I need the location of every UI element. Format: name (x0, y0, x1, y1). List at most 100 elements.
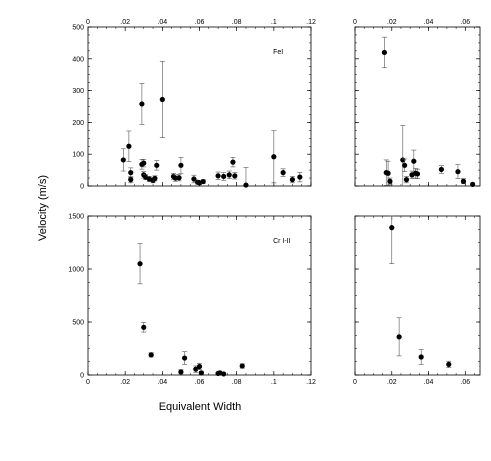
data-point (403, 176, 410, 184)
point-marker (141, 324, 147, 330)
y-tick-label: 400 (72, 56, 84, 63)
data-point (128, 176, 134, 184)
data-point (402, 158, 408, 172)
data-point (414, 168, 421, 179)
point-marker (396, 334, 402, 340)
point-marker (381, 49, 388, 56)
point-marker (297, 174, 303, 180)
point-marker (438, 166, 444, 173)
y-tick-label: 300 (72, 88, 84, 95)
y-tick-label: 500 (72, 25, 84, 32)
point-marker (289, 177, 296, 183)
point-marker (271, 154, 277, 160)
point-marker (126, 143, 132, 149)
data-point (198, 370, 204, 376)
x-tick-label: .12 (306, 379, 316, 386)
data-point (141, 158, 147, 168)
point-marker (128, 177, 134, 183)
point-marker (460, 178, 467, 184)
data-point (271, 130, 277, 184)
point-marker (385, 170, 391, 176)
x-tick-label: .02 (387, 379, 397, 386)
data-point (126, 130, 132, 162)
x-tick-label: .1 (271, 379, 277, 386)
x-tick-label: .02 (120, 379, 130, 386)
point-marker (148, 352, 154, 358)
data-point (215, 171, 221, 180)
x-tick-label: .08 (232, 379, 242, 386)
point-marker (239, 363, 245, 369)
x-tick-label: .02 (120, 19, 130, 26)
data-point (172, 174, 178, 182)
data-point (200, 178, 206, 185)
x-tick-label: .08 (232, 19, 242, 26)
y-axis-title: Velocity (m/s) (37, 175, 49, 241)
data-point (148, 352, 154, 358)
point-marker (387, 178, 393, 184)
data-point (128, 167, 134, 178)
data-point (221, 172, 227, 181)
data-point (182, 351, 188, 365)
point-marker (178, 369, 184, 375)
data-point (178, 369, 184, 375)
data-point (389, 215, 395, 265)
point-marker (200, 178, 206, 185)
x-tick-label: .02 (387, 19, 397, 26)
point-marker (196, 363, 203, 370)
x-tick-label: .12 (306, 19, 316, 26)
point-marker (154, 162, 160, 168)
x-tick-label: .04 (424, 379, 434, 386)
data-point (387, 177, 393, 185)
data-point (243, 167, 249, 188)
point-marker (418, 354, 424, 360)
data-point (139, 83, 145, 125)
data-point (152, 175, 158, 182)
data-point (232, 172, 238, 180)
data-point (154, 160, 160, 171)
x-tick-label: .06 (460, 379, 470, 386)
point-marker (221, 173, 227, 180)
point-marker (402, 162, 408, 168)
data-point (446, 360, 452, 368)
data-point (297, 172, 303, 183)
point-marker (414, 171, 421, 177)
y-tick-label: 100 (72, 152, 84, 159)
panel-top-left: 0 .02 .04 .06 .08 .1 .12 0 100 200 300 400 500 FeI (72, 19, 316, 191)
data-point (196, 363, 203, 371)
point-marker (230, 159, 236, 165)
point-marker (400, 157, 406, 163)
x-axis-title: Equivalent Width (159, 401, 242, 413)
data-point (221, 371, 227, 377)
data-point (289, 176, 296, 184)
point-marker (141, 160, 147, 166)
point-marker (178, 162, 184, 168)
data-point (120, 148, 126, 172)
point-marker (139, 101, 145, 107)
y-tick-label: 1500 (68, 214, 84, 221)
point-marker (176, 175, 182, 181)
x-tick-label: 0 (86, 379, 90, 386)
x-tick-label: .06 (195, 19, 205, 26)
data-point (438, 165, 444, 174)
point-marker (159, 96, 165, 103)
y-tick-label: 0 (80, 373, 84, 380)
x-tick-label: .04 (424, 19, 434, 26)
data-point (226, 170, 232, 179)
plot-frame (354, 26, 481, 187)
data-point (400, 125, 406, 187)
data-point (178, 157, 184, 174)
point-marker (411, 158, 417, 164)
y-tick-label: 1000 (68, 267, 84, 274)
x-tick-label: .06 (460, 19, 470, 26)
x-tick-label: 0 (86, 19, 90, 26)
point-marker (172, 175, 178, 181)
point-marker (215, 173, 221, 179)
point-marker (226, 172, 232, 178)
data-point (280, 168, 286, 177)
panel-annotation: FeI (273, 49, 283, 56)
point-marker (243, 182, 249, 188)
point-marker (137, 261, 143, 267)
point-marker (182, 355, 188, 361)
data-point (137, 243, 143, 285)
